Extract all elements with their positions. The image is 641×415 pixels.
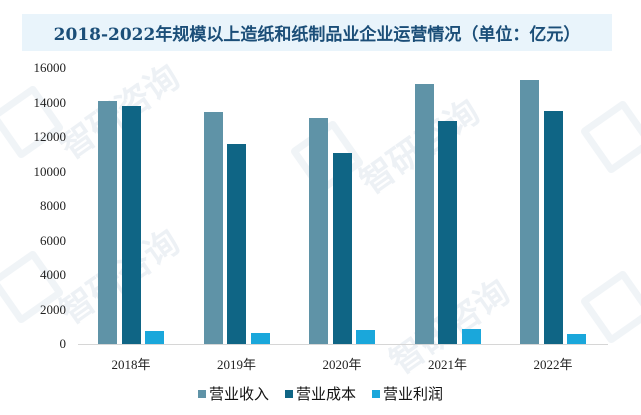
- bar-2018年-营业收入: [98, 101, 117, 344]
- x-tick-label: 2018年: [111, 357, 151, 372]
- bar-2018年-营业成本: [121, 106, 141, 344]
- y-tick-label: 0: [59, 336, 67, 351]
- legend-label: 营业利润: [383, 385, 444, 403]
- legend-label: 营业成本: [295, 385, 356, 403]
- bar-2019年-营业成本: [227, 144, 246, 344]
- bar-2022年-营业利润: [567, 333, 586, 344]
- x-tick-label: 2019年: [216, 357, 256, 372]
- legend: 营业收入 营业成本 营业利润: [0, 383, 641, 404]
- watermark-text: 智研咨询: [52, 56, 188, 168]
- y-tick-label: 6000: [40, 232, 66, 248]
- bar-2018年-营业利润: [145, 331, 164, 344]
- x-tick-label: 2020年: [322, 357, 362, 372]
- watermark-logo-icon: [579, 99, 641, 175]
- y-tick-label: 8000: [40, 198, 66, 213]
- bar-2022年-营业成本: [543, 111, 563, 344]
- y-tick-label: 2000: [40, 301, 66, 317]
- legend-label: 营业收入: [208, 385, 269, 403]
- legend-item: 营业收入: [197, 383, 269, 404]
- y-tick-label: 12000: [33, 129, 67, 144]
- bar-2020年-营业成本: [332, 153, 352, 344]
- chart-title-bar: 2018-2022年规模以上造纸和纸制品业企业运营情况（单位：亿元）: [22, 14, 612, 51]
- bar-2021年-营业利润: [461, 328, 481, 344]
- legend-swatch-icon: [197, 389, 206, 398]
- legend-swatch-icon: [372, 389, 380, 398]
- chart-title: 2018-2022年规模以上造纸和纸制品业企业运营情况（单位：亿元）: [53, 25, 581, 45]
- legend-swatch-icon: [284, 389, 293, 398]
- legend-item: 营业利润: [372, 383, 443, 404]
- bar-2021年-营业成本: [438, 121, 457, 344]
- bar-2019年-营业收入: [203, 112, 223, 344]
- legend-item: 营业成本: [284, 383, 356, 404]
- y-tick-label: 4000: [40, 267, 66, 282]
- watermark-logo-icon: [579, 269, 641, 345]
- bar-2020年-营业收入: [309, 118, 328, 344]
- y-tick-label: 14000: [33, 94, 67, 110]
- bar-2020年-营业利润: [356, 330, 375, 344]
- x-tick-label: 2022年: [533, 357, 573, 372]
- x-tick-label: 2021年: [427, 357, 467, 372]
- bar-2021年-营业收入: [414, 84, 434, 344]
- watermark-text: 智研咨询: [52, 221, 188, 333]
- y-tick-label: 16000: [33, 60, 67, 75]
- bar-2019年-营业利润: [250, 332, 270, 344]
- x-axis-line: [78, 344, 608, 345]
- y-tick-label: 10000: [33, 163, 67, 179]
- bar-2022年-营业收入: [520, 80, 539, 344]
